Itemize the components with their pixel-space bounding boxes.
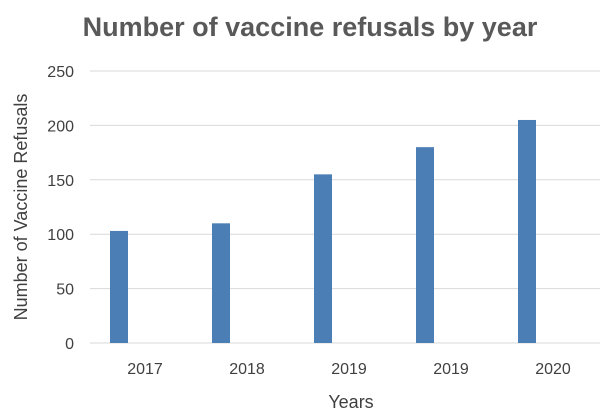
- y-axis-label: Number of Vaccine Refusals: [11, 94, 31, 321]
- x-axis-ticks: 2017 2018 2019 2019 2020: [127, 361, 571, 378]
- y-tick-label: 0: [65, 336, 74, 353]
- x-tick-label: 2018: [229, 361, 265, 378]
- x-axis-label: Years: [328, 392, 373, 409]
- x-tick-label: 2019: [433, 361, 469, 378]
- y-tick-label: 250: [47, 64, 74, 81]
- y-tick-label: 50: [56, 282, 74, 299]
- y-tick-label: 200: [47, 118, 74, 135]
- y-tick-label: 100: [47, 227, 74, 244]
- bar-4: [518, 119, 536, 344]
- bar-3: [416, 147, 434, 343]
- bar-0: [110, 230, 128, 343]
- x-tick-label: 2020: [535, 361, 571, 378]
- chart-title: Number of vaccine refusals by year: [83, 12, 538, 42]
- x-tick-label: 2017: [127, 361, 163, 378]
- gridlines: [90, 70, 600, 344]
- bar-2: [314, 174, 332, 343]
- x-tick-label: 2019: [331, 361, 367, 378]
- y-axis-ticks: 0 50 100 150 200 250: [47, 64, 74, 353]
- y-tick-label: 150: [47, 173, 74, 190]
- bar-1: [212, 223, 230, 343]
- bars: [110, 119, 536, 344]
